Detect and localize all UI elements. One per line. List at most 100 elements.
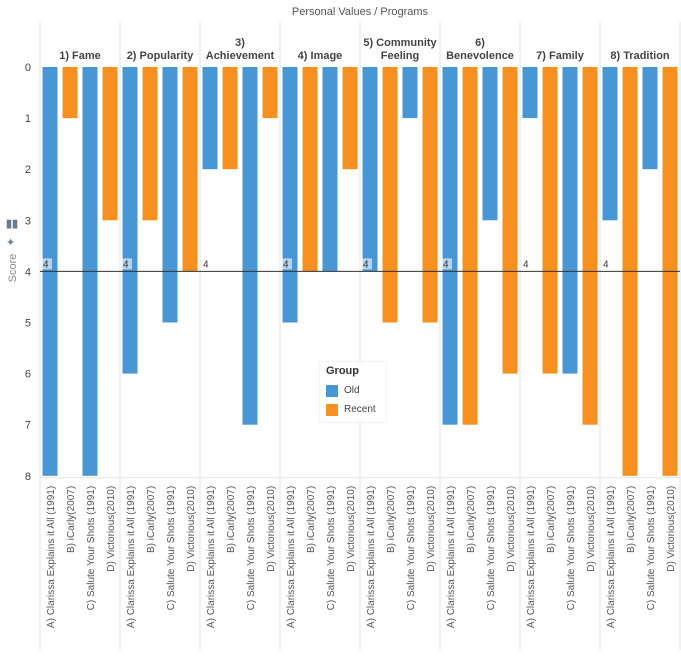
bar [202,67,218,170]
bar [462,67,478,425]
bar [242,67,258,425]
bar-chart-icon[interactable]: ▮▮ [6,218,19,230]
x-tick-label: B) iCarly(2007) [626,486,637,553]
legend-label-recent: Recent [344,404,376,415]
x-tick-label: C) Salute Your Shots (1991) [326,486,337,611]
x-tick-label: C) Salute Your Shots (1991) [646,486,657,611]
x-tick-label: A) Clarissa Explains it All (1991) [366,486,377,628]
reference-line-label-bg [361,258,372,270]
bar [282,67,298,323]
y-tick-label: 8 [25,471,31,483]
reference-line-label-bg [121,258,132,270]
x-tick-label: B) iCarly(2007) [66,486,77,553]
x-tick-label: A) Clarissa Explains it All (1991) [46,486,57,628]
reference-line-label: 4 [523,259,529,270]
bar [262,67,278,119]
reference-line-label: 4 [283,259,289,270]
bar [102,67,118,221]
bar [62,67,78,119]
reference-line-label-bg [521,258,532,270]
bar [422,67,438,323]
x-tick-label: C) Salute Your Shots (1991) [486,486,497,611]
bar [182,67,198,272]
x-tick-label: A) Clarissa Explains it All (1991) [446,486,457,628]
reference-line-label-bg [41,258,52,270]
y-tick-label: 0 [25,62,31,74]
panel-title: 5) Community Feeling [363,37,437,62]
bar [542,67,558,374]
chart-title: Personal Values / Programs [292,6,429,18]
x-tick-label: B) iCarly(2007) [146,486,157,553]
x-tick-label: D) Victorious(2010) [506,486,517,572]
x-tick-label: A) Clarissa Explains it All (1991) [606,486,617,628]
x-tick-label: D) Victorious(2010) [266,486,277,572]
x-tick-label: C) Salute Your Shots (1991) [566,486,577,611]
panel-title: 6) Benevolence [446,37,514,62]
panel-title: 2) Popularity [127,50,195,62]
panel-title: 4) Image [298,50,343,62]
x-tick-label: A) Clarissa Explains it All (1991) [526,486,537,628]
panel-title: 3) Achievement [206,37,275,62]
bar [582,67,598,425]
y-tick-label: 1 [25,113,31,125]
bar [362,67,378,272]
reference-line-label-bg [281,258,292,270]
y-tick-label: 2 [25,164,31,176]
bar [302,67,318,272]
x-tick-label: C) Salute Your Shots (1991) [246,486,257,611]
x-tick-label: D) Victorious(2010) [346,486,357,572]
reference-line-label-bg [441,258,452,270]
reference-line-label: 4 [203,259,209,270]
y-tick-label: 4 [25,266,31,278]
reference-line-label: 4 [603,259,609,270]
reference-line-label: 4 [363,259,369,270]
legend-swatch-old [326,385,338,397]
x-tick-label: A) Clarissa Explains it All (1991) [286,486,297,628]
reference-line-label: 4 [43,259,49,270]
x-tick-label: D) Victorious(2010) [586,486,597,572]
panel-title: 7) Family [536,50,585,62]
x-tick-label: B) iCarly(2007) [466,486,477,553]
x-tick-label: D) Victorious(2010) [426,486,437,572]
x-tick-label: B) iCarly(2007) [226,486,237,553]
y-tick-label: 7 [25,420,31,432]
x-tick-label: B) iCarly(2007) [306,486,317,553]
legend-swatch-recent [326,404,338,416]
bar [342,67,358,170]
bar [602,67,618,221]
x-tick-label: D) Victorious(2010) [106,486,117,572]
reference-line-label-bg [601,258,612,270]
bar [222,67,238,170]
bar [322,67,338,272]
y-tick-label: 3 [25,215,31,227]
bar [642,67,658,170]
x-tick-label: C) Salute Your Shots (1991) [166,486,177,611]
legend-label-old: Old [344,385,360,396]
x-tick-label: C) Salute Your Shots (1991) [406,486,417,611]
y-axis-label: Score [7,254,19,283]
bar [522,67,538,119]
legend-title: Group [326,365,359,377]
x-tick-label: D) Victorious(2010) [186,486,197,572]
bar [142,67,158,221]
bar [162,67,178,323]
x-tick-label: B) iCarly(2007) [386,486,397,553]
legend[interactable]: Group Old Recent [320,362,386,422]
x-tick-label: A) Clarissa Explains it All (1991) [206,486,217,628]
bar [562,67,578,374]
bar [402,67,418,119]
x-tick-label: A) Clarissa Explains it All (1991) [126,486,137,628]
pin-icon[interactable]: ✦ [6,237,16,249]
bar [502,67,518,374]
x-tick-label: D) Victorious(2010) [666,486,677,572]
y-tick-label: 5 [25,318,31,330]
bar [482,67,498,221]
reference-line-label-bg [201,258,212,270]
reference-line-label: 4 [123,259,129,270]
panel-title: 8) Tradition [610,50,670,62]
x-tick-label: C) Salute Your Shots (1991) [86,486,97,611]
bar [122,67,138,374]
bar [382,67,398,323]
